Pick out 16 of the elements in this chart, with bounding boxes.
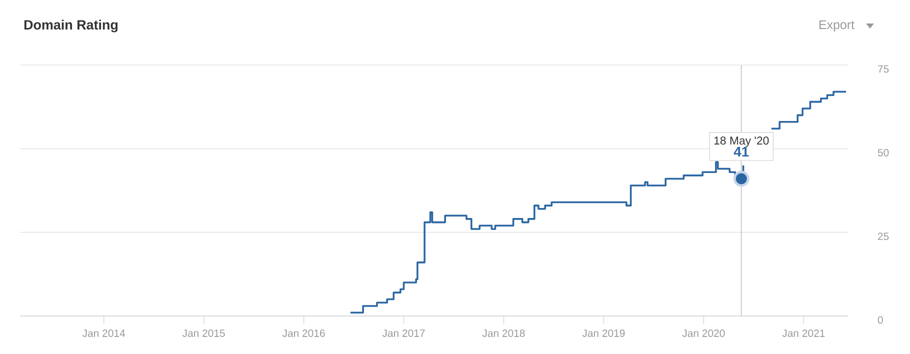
y-tick-label: 0 xyxy=(878,316,883,324)
x-tick-label: Jan 2017 xyxy=(382,330,425,337)
x-tick-label: Jan 2016 xyxy=(282,330,325,337)
x-tick-label: Jan 2018 xyxy=(482,330,525,337)
x-tick-label: Jan 2014 xyxy=(82,330,126,337)
x-tick-label: Jan 2019 xyxy=(582,330,625,337)
y-tick-label: 75 xyxy=(878,65,889,73)
chart-title: Domain Rating xyxy=(24,20,118,32)
x-tick-label: Jan 2021 xyxy=(782,330,825,337)
y-tick-label: 50 xyxy=(878,148,889,156)
text: Export xyxy=(820,20,854,32)
annotation: 41 xyxy=(734,146,749,156)
y-tick-label: 25 xyxy=(878,232,889,240)
x-tick-label: Jan 2020 xyxy=(682,330,725,337)
x-tick-label: Jan 2015 xyxy=(182,330,225,337)
annotation: 18 May '20 xyxy=(714,136,769,147)
